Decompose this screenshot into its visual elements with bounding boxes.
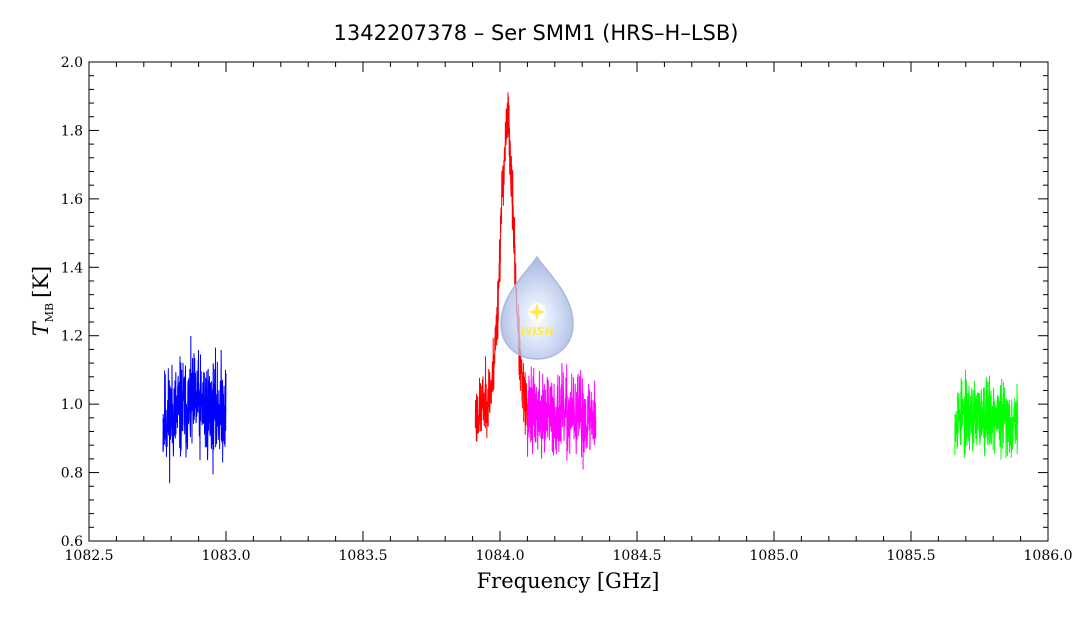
spectrum-data-point <box>998 417 1000 419</box>
x-tick-label: 1085.0 <box>750 548 799 564</box>
spectrum-data-point <box>474 417 476 419</box>
spectrum-data-point <box>496 318 498 320</box>
spectrum-data-point <box>1009 420 1011 422</box>
wish-logo-text: WISH <box>520 325 553 338</box>
spectrum-data-point <box>595 417 597 419</box>
spectrum-data-point <box>187 406 189 409</box>
spectrum-data-point <box>178 410 181 412</box>
plot-frame <box>88 61 1049 542</box>
spectrum-data-point <box>504 143 507 145</box>
spectrum-data-point <box>513 225 515 227</box>
spectrum-data-point <box>219 406 222 409</box>
spectrum-data-point <box>482 403 485 405</box>
svg-text:TMB[K]: TMB [K] <box>29 266 56 336</box>
spectrum-series-line <box>526 362 597 470</box>
x-tick-label: 1083.5 <box>339 548 388 564</box>
spectrum-data-point <box>162 420 164 422</box>
spectrum-data-point <box>195 403 197 405</box>
x-axis-label: Frequency [GHz] <box>477 569 660 593</box>
spectrum-series-line <box>954 369 1019 460</box>
spectrum-data-point <box>526 410 529 412</box>
wish-logo-star-icon <box>528 303 546 321</box>
spectrum-series-group <box>162 92 1019 484</box>
spectrum-data-point <box>510 177 512 179</box>
x-axis-ticks <box>88 62 1049 541</box>
spectrum-data-point <box>570 417 572 419</box>
x-tick-label: 1083.0 <box>202 548 251 564</box>
spectrum-data-point <box>211 410 213 412</box>
y-tick-label: 0.8 <box>61 466 83 482</box>
y-axis-ticks <box>89 61 1048 542</box>
x-tick-label: 1086.0 <box>1024 548 1072 564</box>
spectrum-series-line <box>474 92 528 442</box>
y-axis-tick-labels: 0.6 0.8 1.0 1.2 1.4 1.6 1.8 2.0 <box>61 55 83 550</box>
y-tick-label: 0.6 <box>61 534 83 550</box>
spectrum-data-point <box>203 406 205 409</box>
y-tick-label: 2.0 <box>61 55 83 71</box>
spectrum-data-point <box>499 249 501 251</box>
y-tick-label: 1.6 <box>61 192 83 208</box>
chart-title: 1342207378 – Ser SMM1 (HRS–H–LSB) <box>334 21 739 45</box>
spectrum-data-point <box>976 417 978 419</box>
y-tick-label: 1.2 <box>61 329 83 345</box>
x-axis-tick-labels: 1082.5 1083.0 1083.5 1084.0 1084.5 1085.0 1085… <box>65 548 1072 564</box>
spectrum-data-point <box>965 413 967 416</box>
spectrum-data-point <box>502 177 504 179</box>
y-tick-label: 1.4 <box>61 260 83 276</box>
spectrum-data-point <box>537 413 539 416</box>
spectrum-data-point <box>491 386 493 388</box>
spectrum-data-point <box>954 417 956 419</box>
spectrum-data-point <box>521 386 523 388</box>
y-axis-label: TMB [K] <box>29 266 56 336</box>
wish-logo: WISH <box>500 255 574 360</box>
spectrum-data-point <box>548 417 550 419</box>
spectrum-series-line <box>162 335 227 484</box>
x-tick-label: 1084.0 <box>476 548 525 564</box>
spectrum-data-point <box>225 410 227 412</box>
x-tick-label: 1085.5 <box>887 548 936 564</box>
y-axis-label-unit: [K] <box>29 266 53 298</box>
y-tick-label: 1.8 <box>61 123 83 139</box>
spectrum-data-point <box>1017 417 1019 419</box>
spectrum-data-point <box>581 417 583 419</box>
spectrum-data-point <box>507 112 509 114</box>
spectrum-data-point <box>170 413 172 416</box>
y-axis-label-subscript: MB <box>43 303 56 322</box>
y-axis-label-main: T <box>29 320 53 336</box>
y-tick-label: 1.0 <box>61 397 83 413</box>
x-tick-label: 1084.5 <box>613 548 662 564</box>
x-tick-label: 1082.5 <box>65 548 114 564</box>
spectrum-data-point <box>987 410 989 412</box>
spectrum-data-point <box>559 413 561 416</box>
